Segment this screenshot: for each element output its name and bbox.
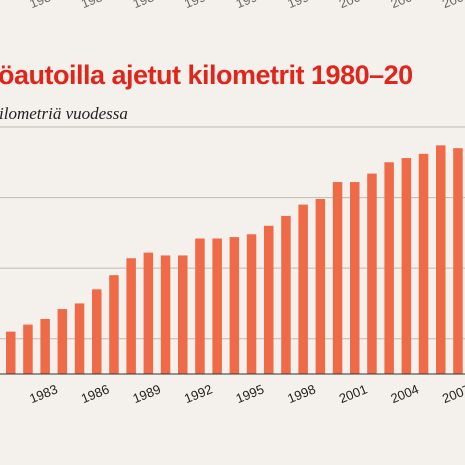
bar-1994 [229,237,240,374]
bar-1984 [57,309,68,374]
chart-subtitle: ilometriä vuodessa [0,104,128,123]
chart-title: öautoilla ajetut kilometrit 1980–20 [0,60,413,90]
bar-1995 [246,234,257,374]
bar-2007 [453,148,463,374]
bar-1998 [298,204,308,374]
top-tick-label: 1986 [79,0,111,11]
top-tick-label: 2007 [440,0,465,11]
top-tick-row: 19831986198919921995199820012004200720 [27,0,465,11]
bar-1989 [143,252,154,374]
bar-1985 [74,303,85,374]
bar-1990 [160,255,171,374]
bar-1996 [264,225,274,374]
x-tick-label: 1989 [130,381,162,406]
bar-1982 [23,324,33,374]
top-tick-label: 1989 [130,0,162,11]
bar-1987 [109,275,119,374]
x-tick-label: 1983 [27,381,59,406]
top-tick-label: 1995 [234,0,266,11]
top-tick-label: 2001 [337,0,369,11]
bar-2006 [436,145,446,374]
bar-1992 [195,238,205,374]
bar-2001 [350,182,360,374]
x-tick-label: 1986 [79,381,111,406]
x-tick-label: 2001 [337,381,369,406]
top-tick-label: 1998 [285,0,317,11]
top-tick-label: 1992 [182,0,214,11]
bar-1983 [40,318,50,374]
bar-1993 [212,238,222,374]
bar-1997 [281,215,291,374]
bar-1999 [315,198,326,374]
bar-2003 [384,162,394,374]
bar-2000 [332,182,343,374]
x-tick-labels: 19831986198919921995199820012004200720 [27,381,465,406]
bar-1981 [6,331,16,374]
bars [6,145,463,374]
bar-1991 [178,255,188,374]
x-tick-label: 2004 [388,381,420,406]
bar-2002 [367,173,377,374]
top-tick-label: 2004 [388,0,420,11]
x-tick-label: 1995 [234,381,266,406]
bar-2004 [401,158,412,374]
x-tick-label: 1992 [182,381,214,406]
bar-1986 [92,289,102,374]
bar-2005 [418,153,429,374]
top-tick-label: 1983 [27,0,59,11]
x-tick-label: 1998 [285,381,317,406]
bar-1988 [126,258,136,374]
x-tick-label: 2007 [440,381,465,406]
